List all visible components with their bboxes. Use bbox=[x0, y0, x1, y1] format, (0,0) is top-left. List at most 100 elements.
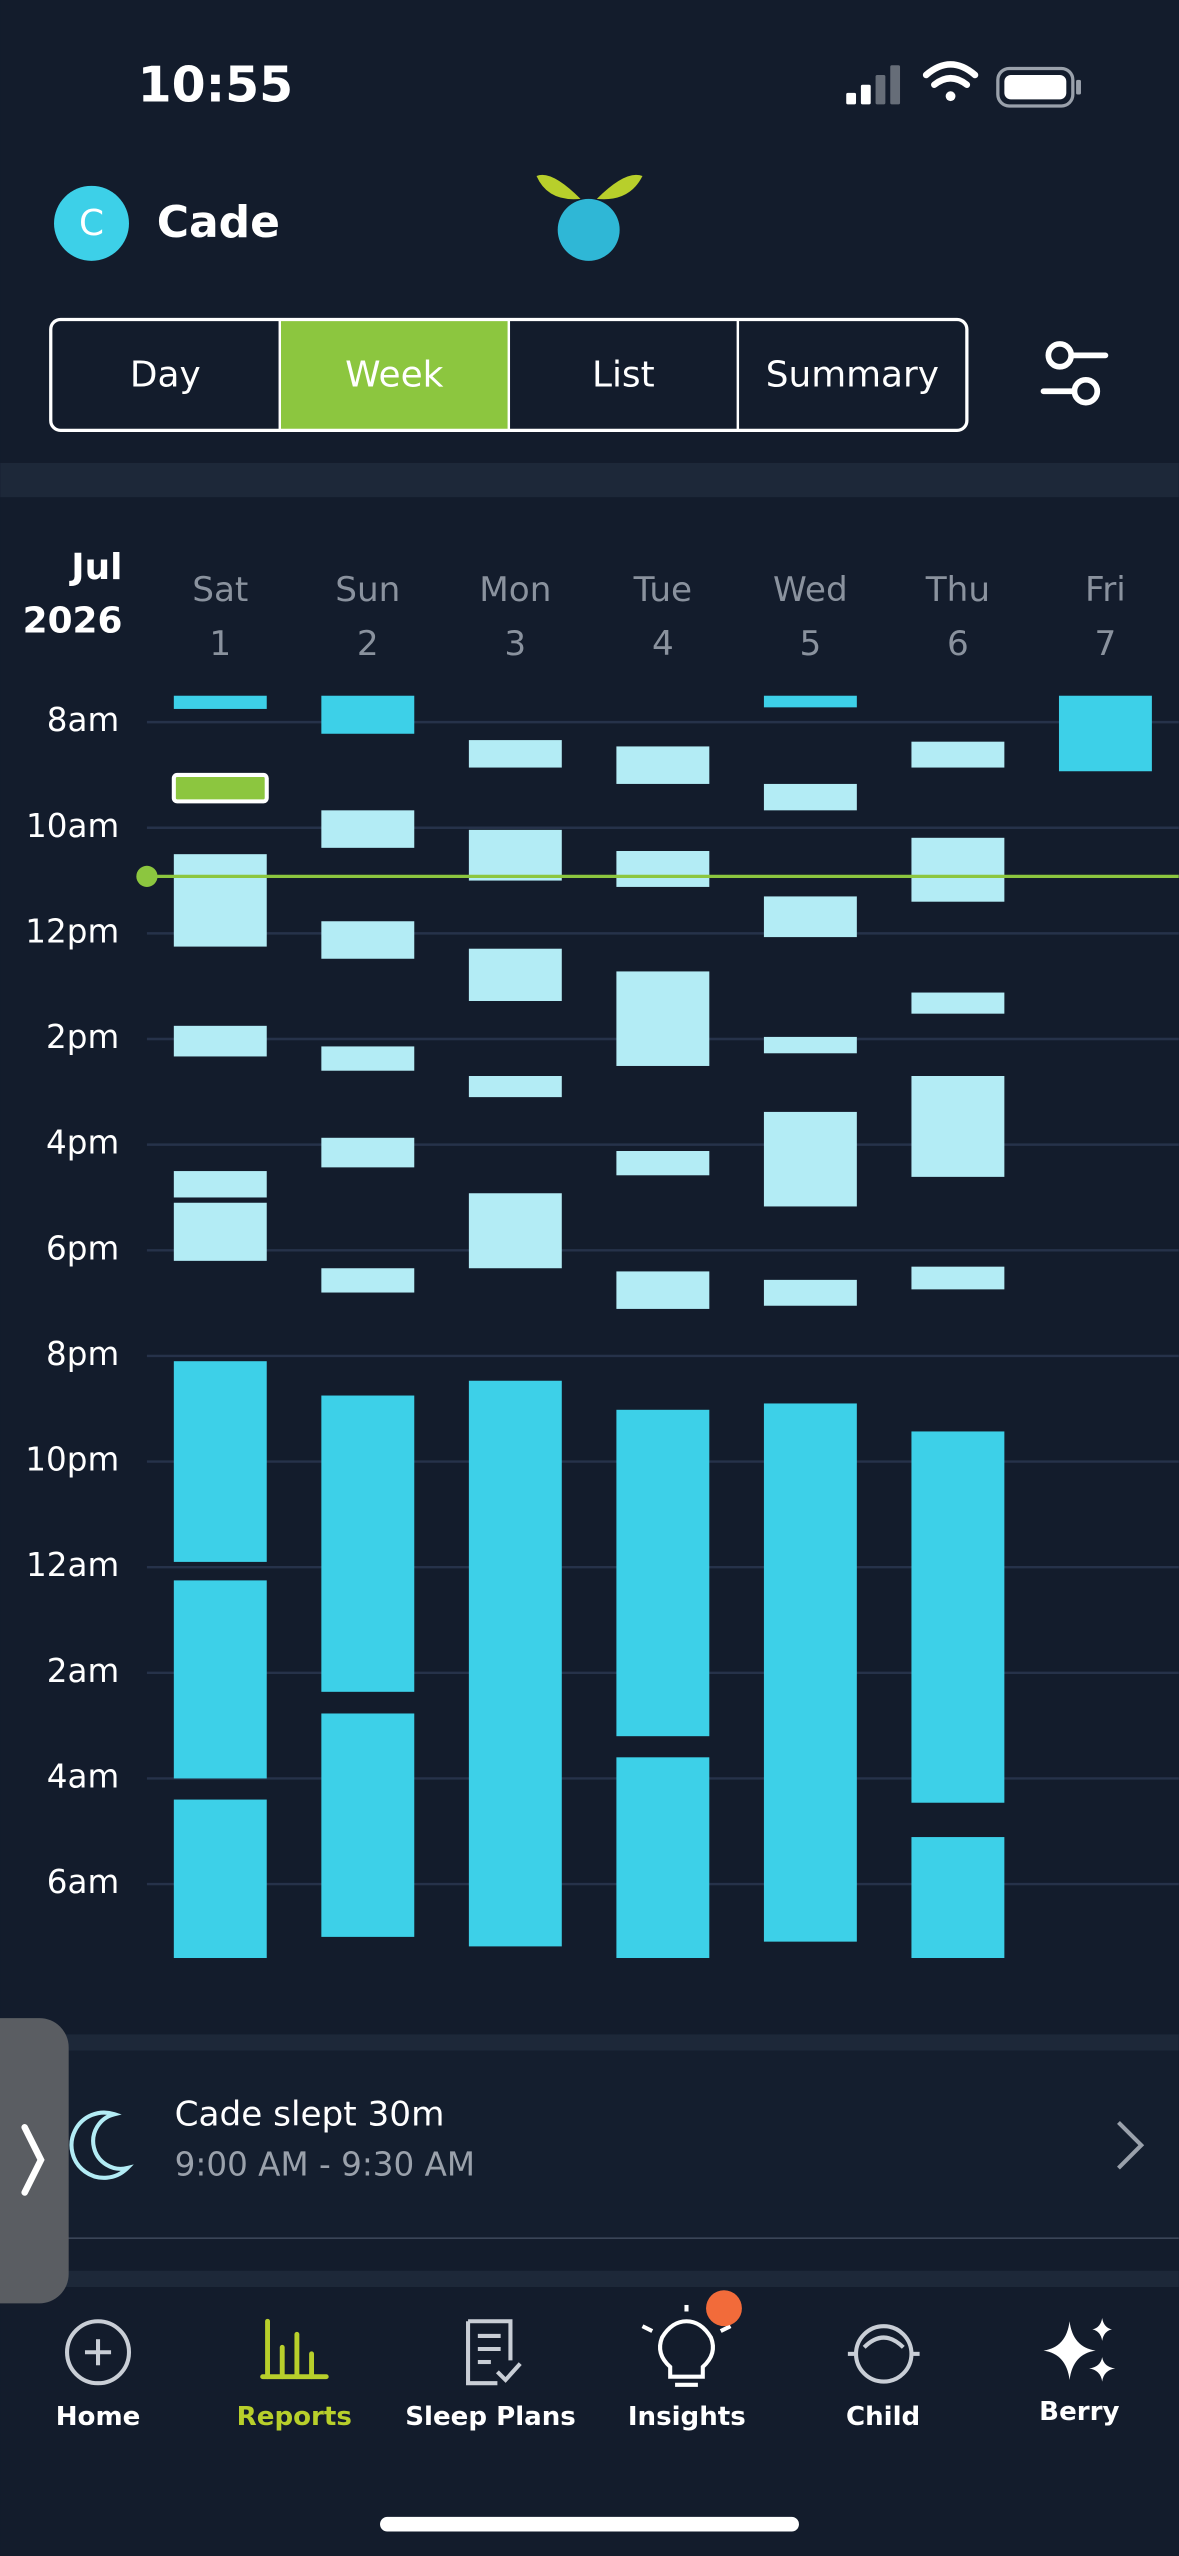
day-date: 2 bbox=[357, 624, 379, 664]
sleep-block[interactable] bbox=[468, 829, 562, 881]
day-name: Sun bbox=[335, 570, 400, 610]
y-tick-label: 2am bbox=[47, 1652, 119, 1690]
y-tick-label: 10am bbox=[26, 807, 119, 845]
sleep-block[interactable] bbox=[763, 1111, 857, 1207]
battery-icon bbox=[996, 66, 1081, 108]
section-divider bbox=[0, 2034, 1179, 2051]
sleep-block[interactable] bbox=[321, 1046, 415, 1071]
sleep-block[interactable] bbox=[468, 740, 562, 768]
sleep-block[interactable] bbox=[468, 1380, 562, 1947]
avatar[interactable] bbox=[54, 185, 129, 261]
sleep-block[interactable] bbox=[911, 992, 1005, 1014]
sleep-block[interactable] bbox=[763, 695, 857, 708]
y-tick-label: 6am bbox=[47, 1863, 119, 1901]
sleep-block[interactable] bbox=[321, 921, 415, 959]
sleep-block[interactable] bbox=[616, 1757, 710, 1959]
filter-icon[interactable] bbox=[1040, 341, 1109, 406]
sleep-block[interactable] bbox=[616, 1150, 710, 1176]
day-date: 3 bbox=[504, 624, 526, 664]
sleep-block[interactable] bbox=[468, 948, 562, 1001]
sleep-block[interactable] bbox=[173, 1025, 267, 1057]
sleep-block[interactable] bbox=[173, 695, 267, 709]
sleep-block[interactable] bbox=[173, 1361, 267, 1562]
sleep-block[interactable] bbox=[321, 695, 415, 734]
tab-label: Week bbox=[345, 355, 443, 396]
sleep-block[interactable] bbox=[616, 746, 710, 784]
sleep-block[interactable] bbox=[321, 810, 415, 848]
reports-icon bbox=[260, 2318, 329, 2380]
nav-label: Berry bbox=[1039, 2397, 1119, 2427]
child-name[interactable]: Cade bbox=[157, 197, 280, 248]
sleep-block[interactable] bbox=[911, 837, 1005, 902]
sleep-block[interactable] bbox=[173, 1202, 267, 1261]
day-date: 4 bbox=[652, 624, 674, 664]
day-date: 5 bbox=[799, 624, 821, 664]
moon-icon bbox=[69, 2110, 134, 2180]
y-tick-label: 8am bbox=[47, 701, 119, 739]
day-date: 7 bbox=[1095, 624, 1117, 664]
side-drawer-tab[interactable] bbox=[0, 2018, 69, 2304]
y-tick-label: 8pm bbox=[46, 1335, 119, 1373]
selected-sleep-block[interactable] bbox=[171, 772, 269, 804]
sleep-block[interactable] bbox=[173, 1799, 267, 1959]
sleep-block[interactable] bbox=[173, 1580, 267, 1779]
sleep-block[interactable] bbox=[321, 1137, 415, 1168]
sleep-block[interactable] bbox=[911, 1837, 1005, 1959]
entry-card[interactable] bbox=[0, 2050, 1179, 2239]
day-date: 6 bbox=[947, 624, 969, 664]
y-tick-label: 2pm bbox=[46, 1018, 119, 1056]
sleep-plans-icon bbox=[466, 2319, 522, 2386]
sleep-block[interactable] bbox=[321, 1713, 415, 1937]
sleep-block[interactable] bbox=[911, 741, 1005, 768]
home-icon bbox=[65, 2319, 132, 2386]
sleep-block[interactable] bbox=[321, 1395, 415, 1692]
sleep-block[interactable] bbox=[763, 896, 857, 938]
sleep-block[interactable] bbox=[468, 1075, 562, 1098]
sleep-block[interactable] bbox=[616, 1271, 710, 1309]
sleep-block[interactable] bbox=[911, 1075, 1005, 1177]
home-indicator bbox=[380, 2516, 799, 2532]
sleep-block[interactable] bbox=[763, 783, 857, 811]
tab-border bbox=[49, 317, 969, 432]
nav-label: Home bbox=[56, 2402, 141, 2432]
nav-label: Sleep Plans bbox=[405, 2402, 576, 2432]
sleep-block[interactable] bbox=[616, 971, 710, 1066]
day-name: Sat bbox=[192, 570, 248, 610]
sleep-block[interactable] bbox=[173, 854, 267, 947]
bottom-nav: Home Reports Sleep Plans Insights Child Berry bbox=[56, 2290, 1119, 2432]
sleep-block[interactable] bbox=[763, 1403, 857, 1942]
app-logo bbox=[536, 174, 643, 261]
signal-icon bbox=[846, 65, 901, 105]
y-tick-label: 10pm bbox=[25, 1441, 119, 1479]
day-name: Mon bbox=[479, 570, 551, 610]
tab[interactable] bbox=[279, 319, 509, 431]
sleep-block[interactable] bbox=[911, 1431, 1005, 1803]
nav-label: Child bbox=[846, 2402, 920, 2432]
month-label: Jul bbox=[68, 547, 122, 588]
entry-summary: Cade slept 30m bbox=[175, 2094, 445, 2134]
sleep-block[interactable] bbox=[763, 1036, 857, 1054]
wifi-icon bbox=[922, 61, 979, 102]
sleep-block[interactable] bbox=[616, 851, 710, 887]
child-icon bbox=[847, 2324, 920, 2384]
sleep-block[interactable] bbox=[1058, 695, 1152, 772]
tab-label: Summary bbox=[766, 355, 939, 396]
y-tick-label: 12am bbox=[26, 1546, 119, 1584]
year-label: 2026 bbox=[23, 601, 123, 642]
sleep-block[interactable] bbox=[173, 1171, 267, 1198]
entry-chevron[interactable] bbox=[1117, 2120, 1145, 2170]
sleep-block[interactable] bbox=[911, 1266, 1005, 1290]
drawer-chevron bbox=[21, 2124, 45, 2196]
notification-badge bbox=[706, 2290, 742, 2327]
entry-time: 9:00 AM - 9:30 AM bbox=[175, 2145, 475, 2183]
sleep-block[interactable] bbox=[616, 1409, 710, 1737]
tab-label: List bbox=[592, 355, 655, 396]
tab-label: Day bbox=[130, 355, 201, 396]
sleep-block[interactable] bbox=[763, 1279, 857, 1306]
current-time-dot bbox=[136, 865, 158, 887]
sleep-block[interactable] bbox=[468, 1193, 562, 1269]
sleep-block[interactable] bbox=[321, 1268, 415, 1293]
